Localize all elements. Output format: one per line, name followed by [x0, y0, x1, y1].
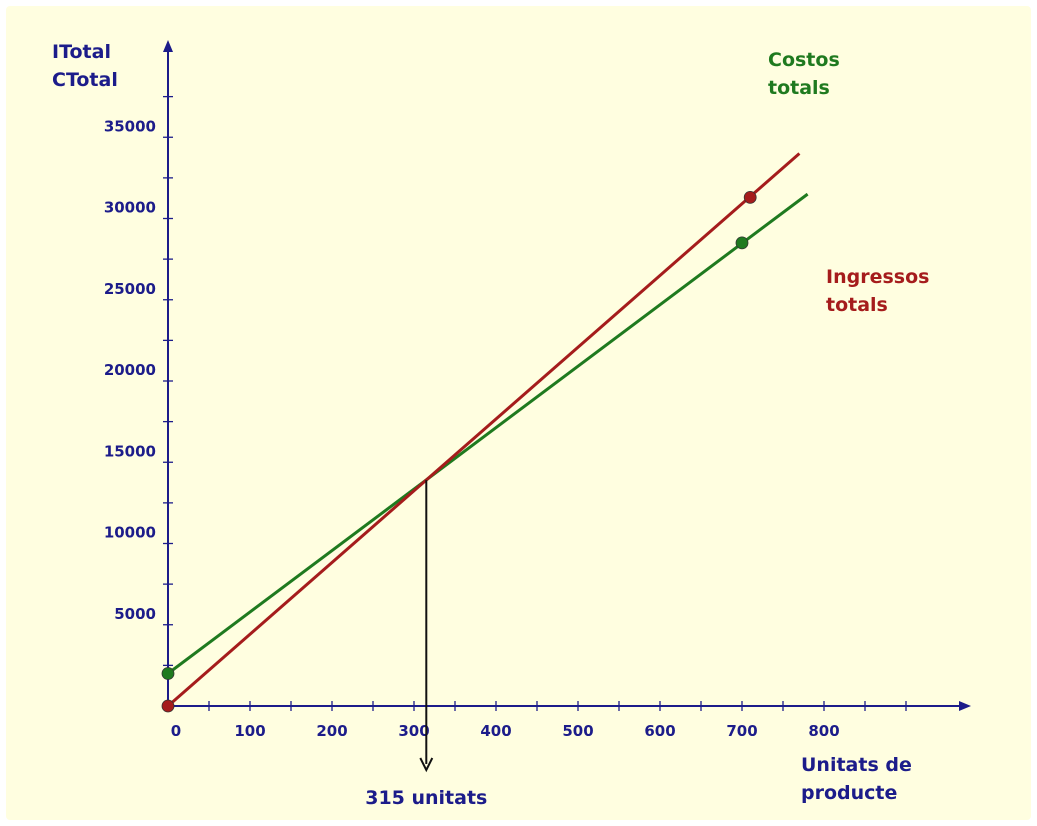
x-tick-label: 400: [480, 722, 511, 740]
series-points: [161, 190, 757, 713]
y-axis-title: CTotal: [52, 69, 118, 91]
series-line: [167, 152, 801, 708]
series-label: totals: [768, 77, 830, 99]
series-label: Ingressos: [826, 266, 929, 288]
series-line: [167, 192, 809, 675]
x-axis-arrow: [959, 701, 971, 711]
y-tick-label: 30000: [104, 199, 156, 217]
data-point: [161, 699, 175, 713]
y-tick-label: 25000: [104, 280, 156, 298]
x-tick-label: 700: [726, 722, 757, 740]
series-lines: [167, 152, 809, 708]
y-tick-label: 5000: [114, 605, 156, 623]
x-tick-label: 600: [644, 722, 675, 740]
labels: ITotal CTotal Unitats de producte Costos tota…: [52, 41, 929, 809]
y-tick-label: 15000: [104, 442, 156, 460]
series-label: totals: [826, 294, 888, 316]
y-axis-title: ITotal: [52, 41, 111, 63]
data-point: [743, 190, 757, 204]
x-tick-label: 200: [316, 722, 347, 740]
y-tick-label: 20000: [104, 361, 156, 379]
data-point: [735, 236, 749, 250]
break-even-label: 315 unitats: [365, 787, 487, 809]
series-label: Costos: [768, 49, 840, 71]
data-point: [161, 667, 175, 680]
break-even-arrow: [419, 757, 434, 773]
break-even-chart: 0 100 200 300 400 500 600 700 800 5000 10000 15000 2…: [52, 40, 971, 809]
x-tick-label: 800: [808, 722, 839, 740]
x-tick-label: 500: [562, 722, 593, 740]
x-tick-label: 100: [234, 722, 265, 740]
y-axis-arrow: [163, 40, 173, 52]
ticks: 0 100 200 300 400 500 600 700 800 5000 10000 15000 2…: [104, 95, 907, 740]
x-axis-title: producte: [801, 782, 897, 804]
chart-panel: 0 100 200 300 400 500 600 700 800 5000 10000 15000 2…: [6, 6, 1031, 820]
x-tick-label: 300: [398, 722, 429, 740]
axes: [163, 40, 971, 711]
y-tick-label: 35000: [104, 117, 156, 135]
x-tick-label: 0: [171, 722, 181, 740]
y-tick-label: 10000: [104, 524, 156, 542]
x-axis-title: Unitats de: [801, 754, 912, 776]
